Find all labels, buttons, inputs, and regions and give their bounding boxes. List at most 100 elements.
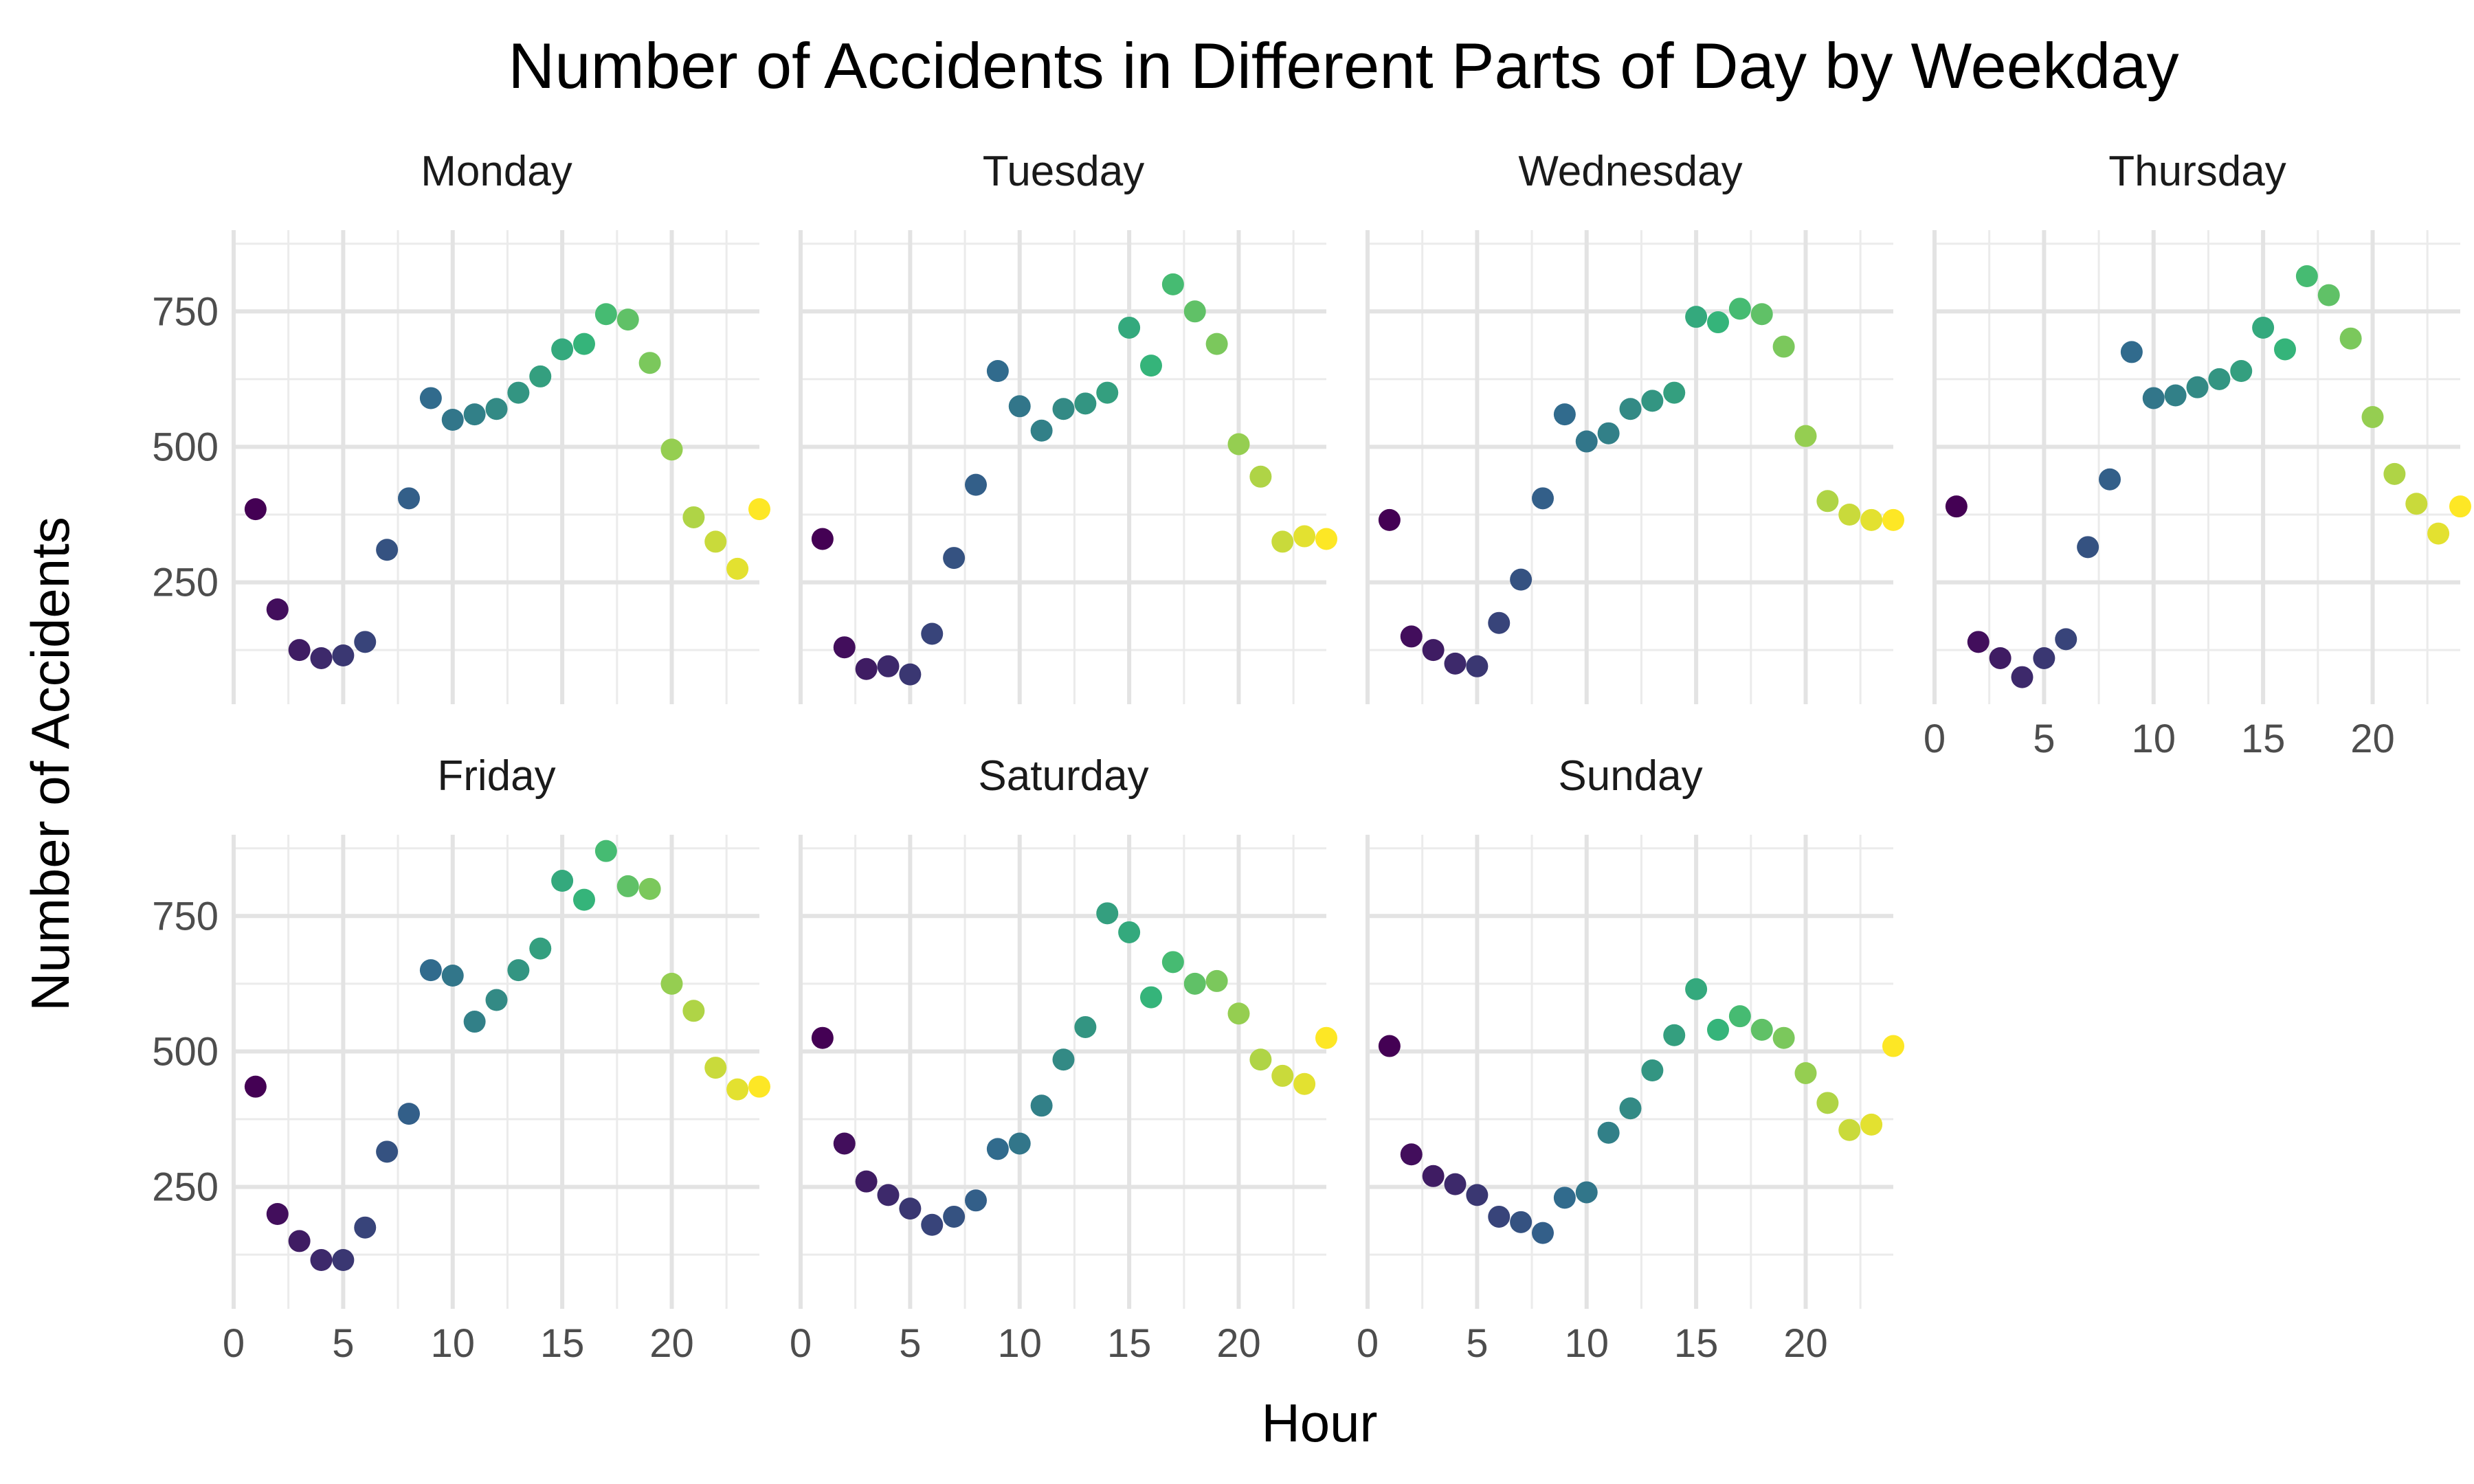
data-point — [1707, 1018, 1729, 1041]
data-point — [1052, 1048, 1075, 1071]
data-point — [899, 663, 922, 686]
data-point — [1205, 969, 1228, 992]
x-tick-label: 20 — [1783, 1321, 1828, 1366]
data-point — [266, 598, 289, 620]
data-point — [1619, 1097, 1642, 1120]
data-point — [1227, 1002, 1250, 1025]
x-tick-label: 20 — [649, 1321, 694, 1366]
data-point — [877, 1184, 900, 1206]
data-point — [682, 1000, 705, 1022]
data-point — [310, 647, 333, 669]
x-tick-label: 0 — [1924, 717, 1946, 761]
panel-monday: Monday 250 500 750 — [152, 148, 770, 704]
data-point — [2099, 468, 2121, 491]
data-point — [1118, 921, 1141, 943]
data-point — [1641, 390, 1664, 412]
x-tick-label: 20 — [2350, 717, 2395, 761]
data-point — [943, 547, 966, 570]
data-point — [1685, 306, 1708, 328]
data-point — [1422, 1165, 1445, 1187]
y-axis-title: Number of Accidents — [20, 517, 80, 1011]
x-tick-label: 5 — [899, 1321, 921, 1366]
data-point — [2274, 338, 2296, 361]
data-point — [682, 506, 705, 528]
data-point — [1794, 1061, 1817, 1084]
data-point — [376, 1140, 399, 1163]
data-point — [704, 1057, 727, 1079]
data-point — [551, 338, 574, 361]
data-point — [1989, 647, 2011, 669]
data-point — [833, 1132, 856, 1155]
data-point — [748, 498, 770, 521]
x-tick-label: 0 — [1357, 1321, 1379, 1366]
data-point — [1510, 1211, 1533, 1233]
data-point — [463, 403, 486, 426]
data-point — [1967, 631, 1990, 653]
data-point — [507, 381, 530, 404]
data-point — [1378, 1035, 1401, 1057]
data-point — [1772, 335, 1795, 358]
data-point — [704, 530, 727, 553]
data-point — [1096, 381, 1119, 404]
data-point — [1794, 425, 1817, 447]
data-point — [921, 622, 944, 645]
data-point — [441, 965, 464, 987]
data-point — [1882, 508, 1904, 531]
data-point — [376, 539, 399, 561]
x-tick-label: 5 — [2033, 717, 2055, 761]
data-point — [594, 840, 617, 862]
data-point — [2120, 341, 2143, 363]
data-point — [529, 365, 552, 387]
x-tick-label: 5 — [332, 1321, 354, 1366]
x-tick-label: 10 — [997, 1321, 1042, 1366]
data-point — [485, 989, 508, 1011]
data-point — [899, 1198, 922, 1220]
data-point — [1466, 655, 1489, 677]
x-tick-label: 10 — [430, 1321, 475, 1366]
data-point — [877, 655, 900, 677]
data-point — [266, 1203, 289, 1225]
data-point — [2405, 493, 2428, 515]
data-point — [1466, 1184, 1489, 1206]
data-point — [507, 959, 530, 982]
chart-title: Number of Accidents in Different Parts o… — [508, 30, 2178, 102]
data-point — [1750, 303, 1773, 326]
x-tick-label: 15 — [540, 1321, 585, 1366]
data-point — [943, 1205, 966, 1228]
data-point — [638, 877, 661, 900]
data-point — [748, 1075, 770, 1098]
data-point — [1227, 433, 1250, 456]
strip-label-tuesday: Tuesday — [983, 148, 1145, 195]
data-point — [1707, 311, 1729, 334]
data-point — [2186, 376, 2209, 398]
data-point — [2361, 406, 2384, 429]
data-point — [288, 639, 311, 662]
panel-sunday: Sunday 0 5 10 15 20 — [1357, 752, 1904, 1366]
data-point — [2055, 628, 2077, 651]
data-point — [1597, 1121, 1620, 1144]
data-point — [1271, 1064, 1294, 1087]
data-point — [1249, 465, 1272, 488]
data-point — [1096, 902, 1119, 925]
data-point — [1400, 625, 1423, 648]
data-point — [726, 1078, 749, 1101]
data-point — [726, 557, 749, 580]
panel-friday: Friday 250 500 750 0 5 10 15 20 — [152, 752, 770, 1366]
data-point — [2339, 327, 2362, 350]
data-point — [2295, 265, 2318, 288]
y-tick-label: 500 — [152, 1029, 219, 1074]
x-tick-label: 15 — [2241, 717, 2286, 761]
data-point — [1597, 422, 1620, 445]
data-point — [811, 1026, 834, 1049]
x-tick-label: 10 — [2131, 717, 2176, 761]
data-point — [1030, 1094, 1053, 1117]
x-tick-label: 10 — [1564, 1321, 1609, 1366]
strip-label-friday: Friday — [437, 752, 555, 800]
data-point — [660, 438, 683, 461]
data-point — [1161, 273, 1184, 295]
data-point — [1816, 490, 1839, 513]
data-point — [1488, 611, 1511, 634]
data-point — [529, 937, 552, 960]
data-point — [1205, 333, 1228, 355]
